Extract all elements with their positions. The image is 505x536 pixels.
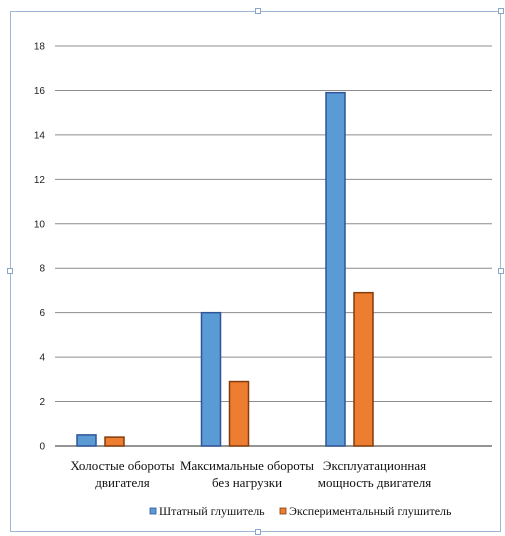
y-tick-label: 8 — [39, 264, 45, 275]
bar-standard-2 — [325, 91, 346, 447]
bar-standard-0 — [76, 434, 97, 447]
y-tick-label: 18 — [34, 42, 46, 53]
bar-experimental-0 — [104, 436, 125, 447]
y-tick-label: 12 — [34, 175, 46, 186]
bars — [76, 91, 374, 447]
x-category-label: мощность двигателя — [318, 475, 432, 490]
legend-label: Штатный глушитель — [159, 504, 265, 518]
x-axis-categories: Холостые обороты двигателя Максимальные об… — [70, 458, 431, 490]
y-tick-label: 0 — [39, 442, 45, 453]
legend-label: Экспериментальный глушитель — [289, 504, 452, 518]
resize-handle-top[interactable] — [255, 8, 261, 14]
y-tick-label: 6 — [39, 308, 45, 319]
resize-handle-right[interactable] — [498, 268, 504, 274]
y-tick-label: 2 — [39, 397, 45, 408]
x-category-label: Максимальные обороты — [180, 458, 314, 473]
gridlines — [55, 45, 492, 447]
resize-handle-top-right[interactable] — [498, 8, 504, 14]
y-tick-label: 16 — [34, 86, 46, 97]
bar-standard-1 — [200, 311, 222, 447]
y-tick-label: 4 — [39, 353, 45, 364]
bar-experimental-2 — [353, 291, 374, 447]
y-tick-label: 10 — [34, 219, 46, 230]
legend-swatch — [149, 507, 157, 515]
x-category-label: двигателя — [95, 475, 149, 490]
legend-swatch — [279, 507, 287, 515]
x-category-label: без нагрузки — [212, 475, 282, 490]
bar-experimental-1 — [228, 380, 250, 447]
y-axis-ticks: 0 2 4 6 8 10 12 14 16 18 — [34, 42, 46, 453]
x-category-label: Холостые обороты — [70, 458, 175, 473]
y-tick-label: 14 — [34, 130, 46, 141]
resize-handle-left[interactable] — [7, 268, 13, 274]
legend: Штатный глушитель Экспериментальный глуши… — [149, 504, 452, 518]
x-category-label: Эксплуатационная — [323, 458, 426, 473]
resize-handle-bottom[interactable] — [255, 529, 261, 535]
